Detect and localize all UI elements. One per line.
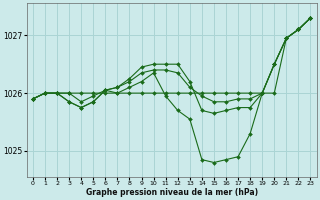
X-axis label: Graphe pression niveau de la mer (hPa): Graphe pression niveau de la mer (hPa)	[86, 188, 258, 197]
